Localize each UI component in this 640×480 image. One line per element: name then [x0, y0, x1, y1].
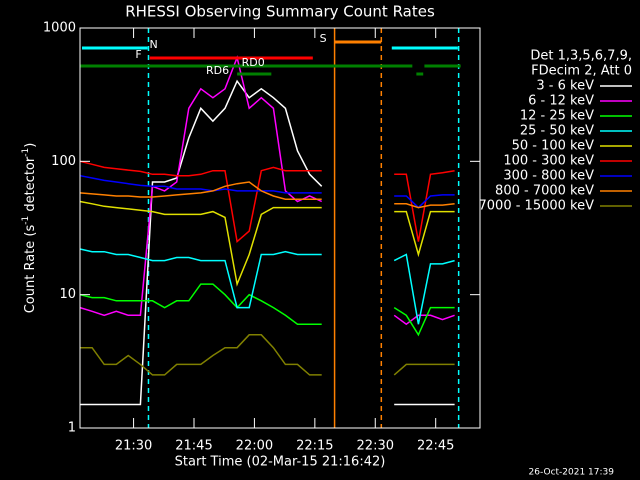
- series-line: [80, 334, 455, 376]
- legend-label: 300 - 800 keV: [503, 169, 594, 184]
- y-axis-label: Count Rate (s-1 detector-1): [21, 143, 38, 314]
- series-line: [79, 181, 455, 209]
- plot-frame: [79, 27, 481, 429]
- flag-label: RD0: [242, 56, 265, 69]
- y-tick-label: 1000: [43, 21, 76, 36]
- y-label-part: detector: [23, 156, 38, 216]
- x-tick-label: 22:45: [417, 439, 454, 454]
- legend-label: 6 - 12 keV: [528, 94, 594, 109]
- series-line: [79, 174, 455, 209]
- legend-label: 12 - 25 keV: [520, 109, 594, 124]
- timestamp: 26-Oct-2021 17:39: [529, 468, 615, 478]
- chart-title: RHESSI Observing Summary Count Rates: [125, 3, 435, 21]
- series-line: [79, 283, 455, 337]
- series-line: [80, 79, 455, 406]
- legend-label: 3 - 6 keV: [536, 79, 594, 94]
- flag-label: F: [135, 48, 141, 61]
- legend-label: 50 - 100 keV: [512, 139, 595, 154]
- y-tick-label: 100: [51, 154, 76, 169]
- series-line: [79, 248, 455, 325]
- y-label-part: ): [23, 143, 38, 148]
- y-tick-label: 1: [68, 421, 76, 436]
- x-tick-label: 22:30: [357, 439, 394, 454]
- x-tick-label: 22:00: [236, 439, 273, 454]
- x-tick-label: 21:45: [175, 439, 212, 454]
- legend-header: FDecim 2, Att 0: [531, 64, 632, 79]
- y-label-part: -1: [21, 148, 31, 157]
- x-axis-label: Start Time (02-Mar-15 21:16:42): [175, 455, 386, 470]
- legend-label: 100 - 300 keV: [503, 154, 594, 169]
- y-label-part: Count Rate (s: [23, 225, 38, 314]
- flag-label: RD6: [206, 64, 229, 77]
- x-tick-label: 21:30: [115, 439, 152, 454]
- x-tick-label: 22:15: [296, 439, 333, 454]
- legend-header: Det 1,3,5,6,7,9,: [530, 49, 632, 64]
- flag-label: S: [320, 32, 327, 45]
- y-tick-label: 10: [59, 287, 76, 302]
- flag-label: N: [149, 38, 157, 51]
- legend-label: 25 - 50 keV: [520, 124, 594, 139]
- series-line: [79, 200, 455, 287]
- y-label-part: -1: [21, 216, 31, 225]
- series-line: [79, 55, 455, 326]
- series-line: [79, 160, 455, 244]
- legend-label: 7000 - 15000 keV: [479, 199, 595, 214]
- legend-label: 800 - 7000 keV: [495, 184, 594, 199]
